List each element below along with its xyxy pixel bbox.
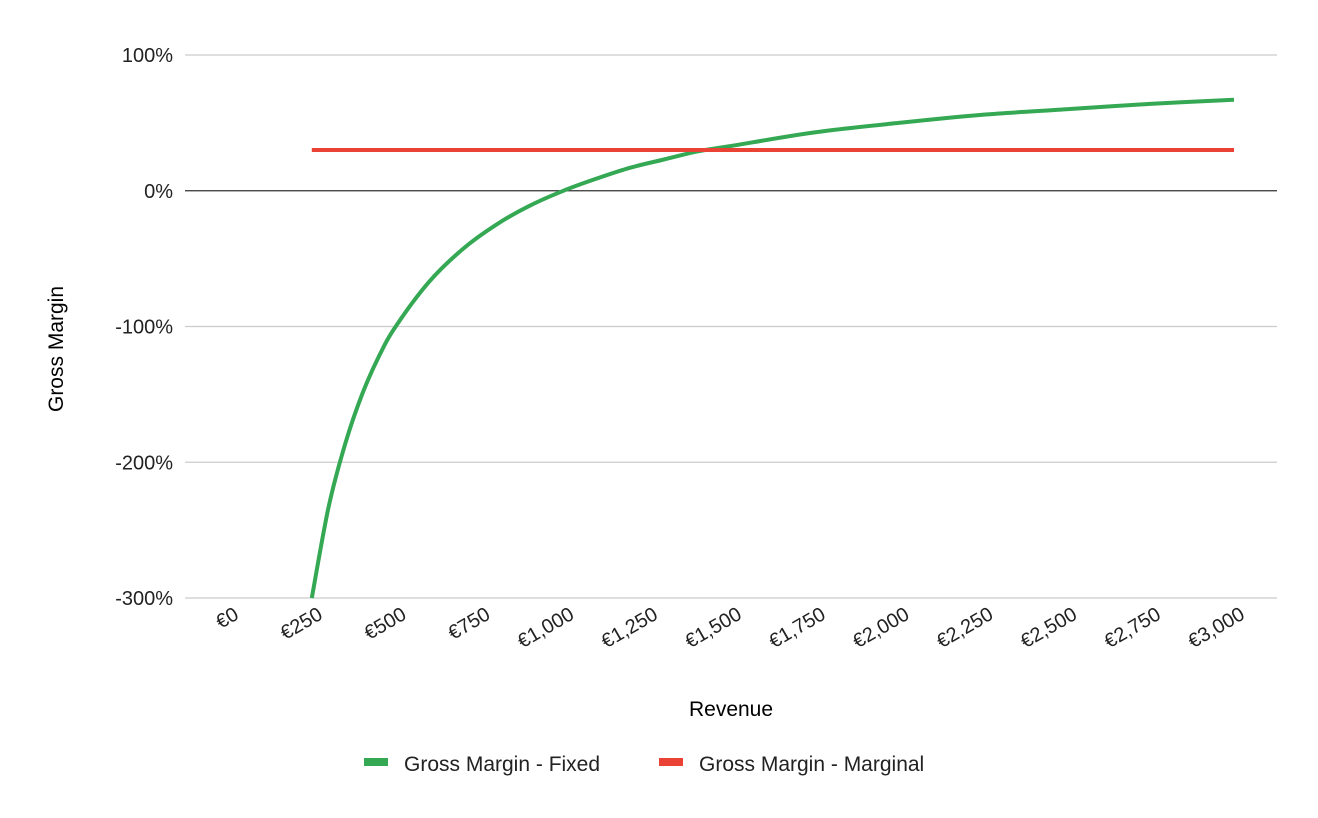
x-tick-label: €250 [277,603,327,644]
x-tick-label: €0 [212,603,242,633]
x-tick-label: €2,000 [849,603,913,653]
x-tick-label: €2,500 [1017,603,1081,653]
x-axis-title: Revenue [689,698,773,721]
y-tick-label: 100% [122,45,173,67]
legend-label: Gross Margin - Fixed [404,753,600,776]
legend-swatch [364,758,388,766]
x-tick-label: €1,250 [598,603,662,653]
y-axis-title: Gross Margin [45,286,68,412]
legend-swatch [659,758,683,766]
y-tick-label: -300% [115,588,173,610]
y-tick-label: -200% [115,452,173,474]
x-tick-label: €1,000 [514,603,578,653]
x-tick-label: €2,750 [1101,603,1165,653]
x-tick-label: €3,000 [1185,603,1249,653]
y-tick-label: 0% [144,181,173,203]
gridlines [185,54,1277,599]
y-axis-ticks: 100% 0% -100% -200% -300% [115,45,173,610]
x-axis-ticks: €0 €250 €500 €750 €1,000 €1,250 €1,500 €1,750 €2… [212,603,1248,653]
x-tick-label: €500 [361,603,411,644]
legend-label: Gross Margin - Marginal [699,753,924,776]
x-tick-label: €1,750 [765,603,829,653]
x-tick-label: €2,250 [933,603,997,653]
x-tick-label: €750 [444,603,494,644]
series-lines [309,97,1235,599]
x-tick-label: €1,500 [682,603,746,653]
legend: Gross Margin - Fixed Gross Margin - Margi… [364,753,924,776]
series-line-gross-margin-fixed [309,97,1235,599]
y-tick-label: -100% [115,317,173,339]
